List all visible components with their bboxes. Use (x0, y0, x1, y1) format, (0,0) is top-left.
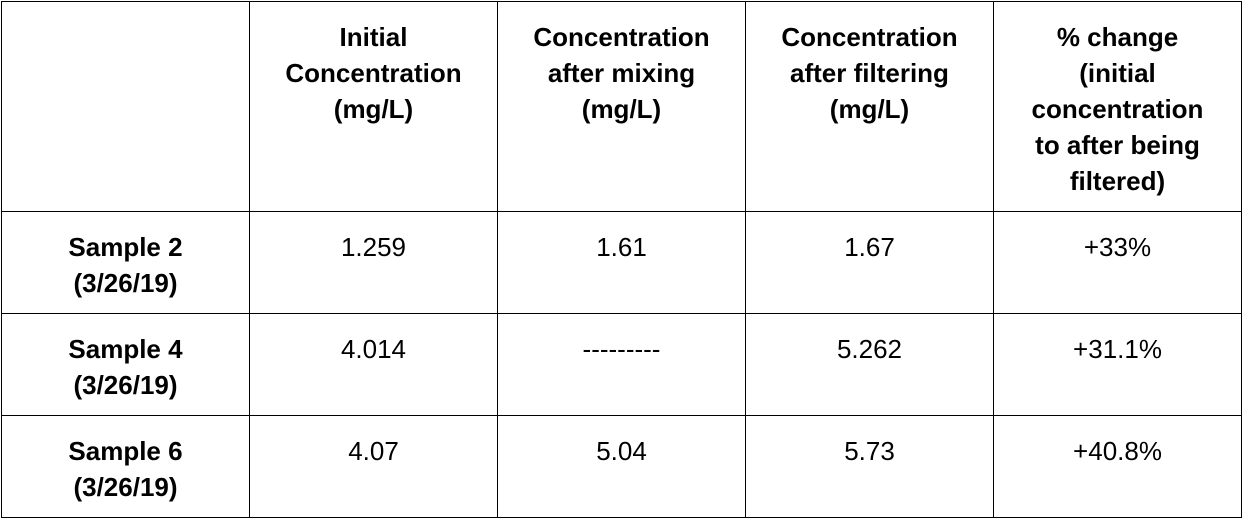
percent-change-cell: +40.8% (993, 415, 1242, 518)
header-empty-cell (1, 1, 250, 212)
after-filtering-cell: 5.73 (745, 415, 994, 518)
sample-name: Sample 4 (68, 334, 183, 364)
header-initial-concentration: Initial Concentration (mg/L) (249, 1, 498, 212)
sample-date: (3/26/19) (73, 472, 178, 502)
table-row: Sample 2 (3/26/19) 1.259 1.61 1.67 +33% (1, 211, 1242, 314)
header-after-mixing: Concentration after mixing (mg/L) (497, 1, 746, 212)
after-filtering-cell: 5.262 (745, 313, 994, 416)
initial-concentration-cell: 4.014 (249, 313, 498, 416)
header-label: Initial Concentration (mg/L) (285, 22, 462, 124)
sample-date: (3/26/19) (73, 268, 178, 298)
header-label: Concentration after filtering (mg/L) (781, 22, 958, 124)
after-mixing-cell: 1.61 (497, 211, 746, 314)
initial-concentration-cell: 1.259 (249, 211, 498, 314)
sample-name: Sample 6 (68, 436, 183, 466)
header-label: % change (initial concentration to after… (1031, 22, 1204, 196)
table-row: Sample 6 (3/26/19) 4.07 5.04 5.73 +40.8% (1, 415, 1242, 518)
initial-concentration-cell: 4.07 (249, 415, 498, 518)
after-mixing-cell: --------- (497, 313, 746, 416)
header-after-filtering: Concentration after filtering (mg/L) (745, 1, 994, 212)
percent-change-cell: +31.1% (993, 313, 1242, 416)
row-label-cell: Sample 6 (3/26/19) (1, 415, 250, 518)
row-label-cell: Sample 4 (3/26/19) (1, 313, 250, 416)
table-header-row: Initial Concentration (mg/L) Concentrati… (1, 1, 1242, 212)
after-filtering-cell: 1.67 (745, 211, 994, 314)
after-mixing-cell: 5.04 (497, 415, 746, 518)
sample-date: (3/26/19) (73, 370, 178, 400)
header-label: Concentration after mixing (mg/L) (533, 22, 710, 124)
row-label-cell: Sample 2 (3/26/19) (1, 211, 250, 314)
sample-name: Sample 2 (68, 232, 183, 262)
header-percent-change: % change (initial concentration to after… (993, 1, 1242, 212)
percent-change-cell: +33% (993, 211, 1242, 314)
table-row: Sample 4 (3/26/19) 4.014 --------- 5.262… (1, 313, 1242, 416)
